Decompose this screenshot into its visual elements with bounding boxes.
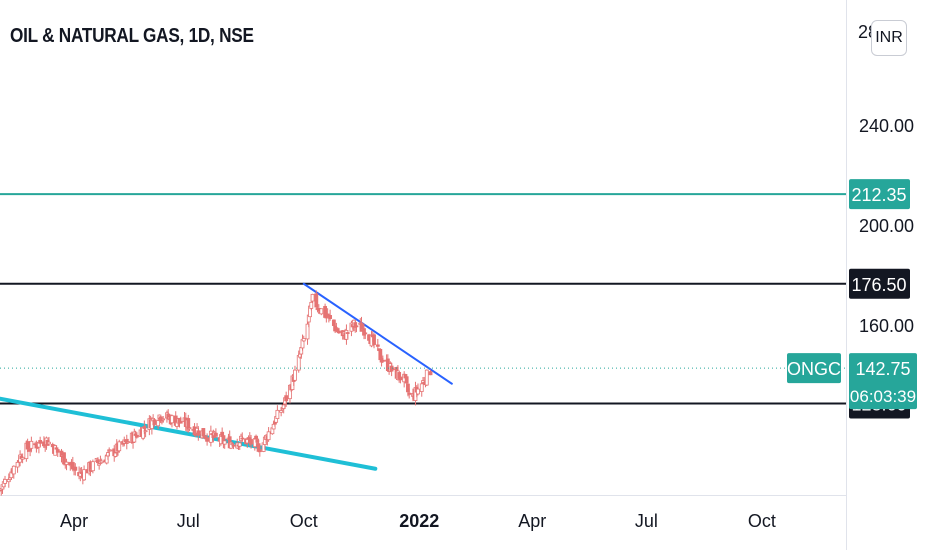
candle-body xyxy=(38,439,43,444)
price-level-badge xyxy=(849,268,910,299)
y-tick-label: 240.00 xyxy=(859,116,914,136)
candle-body xyxy=(266,431,271,441)
candle-body xyxy=(314,293,319,308)
candle-body xyxy=(11,465,16,475)
candle-body xyxy=(170,415,174,424)
candle-body xyxy=(54,447,59,450)
candle-body xyxy=(213,432,218,437)
candle-body xyxy=(416,388,420,395)
candle-body xyxy=(354,325,359,328)
candle-body xyxy=(108,449,113,452)
trend-line-upper xyxy=(302,282,453,385)
x-tick-label: Oct xyxy=(748,511,776,531)
y-tick-label: 160.00 xyxy=(859,316,914,336)
candle-body xyxy=(363,332,368,335)
candle-body xyxy=(134,434,139,438)
candle-body xyxy=(337,330,341,334)
candle-body xyxy=(419,383,424,392)
x-tick-label: Apr xyxy=(60,511,88,531)
x-tick-label: Apr xyxy=(518,511,546,531)
price-level-badge xyxy=(849,179,910,210)
x-tick-label: 2022 xyxy=(399,511,439,531)
candle-body xyxy=(90,461,95,472)
candle-body xyxy=(186,418,191,430)
x-tick-label: Jul xyxy=(177,511,200,531)
candle-body xyxy=(389,365,394,372)
candle-body xyxy=(398,376,403,381)
trend-line-lower xyxy=(0,396,378,471)
candle-body xyxy=(156,420,161,427)
candle-body xyxy=(257,449,262,453)
candle-body xyxy=(407,392,412,395)
price-level-label: 176.50 xyxy=(851,275,906,295)
candle-body xyxy=(15,461,20,468)
candle-body xyxy=(152,419,157,425)
plot-area xyxy=(0,0,846,495)
candle-body xyxy=(240,437,245,440)
symbol-badge xyxy=(787,353,841,384)
y-tick-label: 200.00 xyxy=(859,216,914,236)
candle-body xyxy=(372,334,376,345)
candle-body xyxy=(196,430,201,436)
symbol-title: OIL & NATURAL GAS, 1D, NSE xyxy=(10,25,254,47)
candle-body xyxy=(20,457,25,460)
candle-body xyxy=(47,441,51,445)
candle-body xyxy=(319,308,324,315)
candle-body xyxy=(73,466,78,471)
candle-body xyxy=(178,421,183,424)
candle-body xyxy=(310,293,315,302)
candle-body xyxy=(82,469,86,481)
candle-body xyxy=(205,437,210,442)
countdown-label: 06:03:39 xyxy=(850,387,916,406)
x-tick-label: Oct xyxy=(290,511,318,531)
candle-body xyxy=(143,430,148,433)
candle-body xyxy=(284,395,289,402)
candle-body xyxy=(252,438,257,448)
candle-body xyxy=(3,479,7,484)
candle-body xyxy=(279,410,284,413)
last-price-badge xyxy=(849,353,917,410)
currency-button[interactable]: INR xyxy=(871,20,907,56)
candle-body xyxy=(375,344,380,347)
candle-body xyxy=(99,460,104,464)
candle-body xyxy=(309,301,314,309)
candle-body xyxy=(293,369,297,381)
candle-body xyxy=(55,449,60,453)
candle-body xyxy=(249,439,253,445)
candle-body xyxy=(64,461,69,465)
candle-body xyxy=(301,338,306,342)
candle-body xyxy=(187,427,192,430)
x-tick-label: Jul xyxy=(635,511,658,531)
candle-body xyxy=(222,440,227,445)
candle-body xyxy=(331,319,336,326)
candle-body xyxy=(29,440,34,449)
candle-body xyxy=(305,323,310,340)
candle-body xyxy=(117,441,122,452)
candle-body xyxy=(380,359,385,362)
candle-body xyxy=(231,444,236,447)
candle-body xyxy=(406,383,410,393)
candle-body xyxy=(345,332,350,334)
candle-body xyxy=(428,371,433,376)
candle-body xyxy=(424,369,429,386)
last-price-label: 142.75 xyxy=(855,359,910,379)
price-level-label: 212.35 xyxy=(851,185,906,205)
candle-body xyxy=(161,418,166,421)
candle-body xyxy=(328,315,333,319)
symbol-badge-label: ONGC xyxy=(787,359,841,379)
candle-body xyxy=(237,442,242,447)
candle-body xyxy=(126,441,130,444)
candle-body xyxy=(275,409,280,420)
candle-body xyxy=(25,441,30,450)
